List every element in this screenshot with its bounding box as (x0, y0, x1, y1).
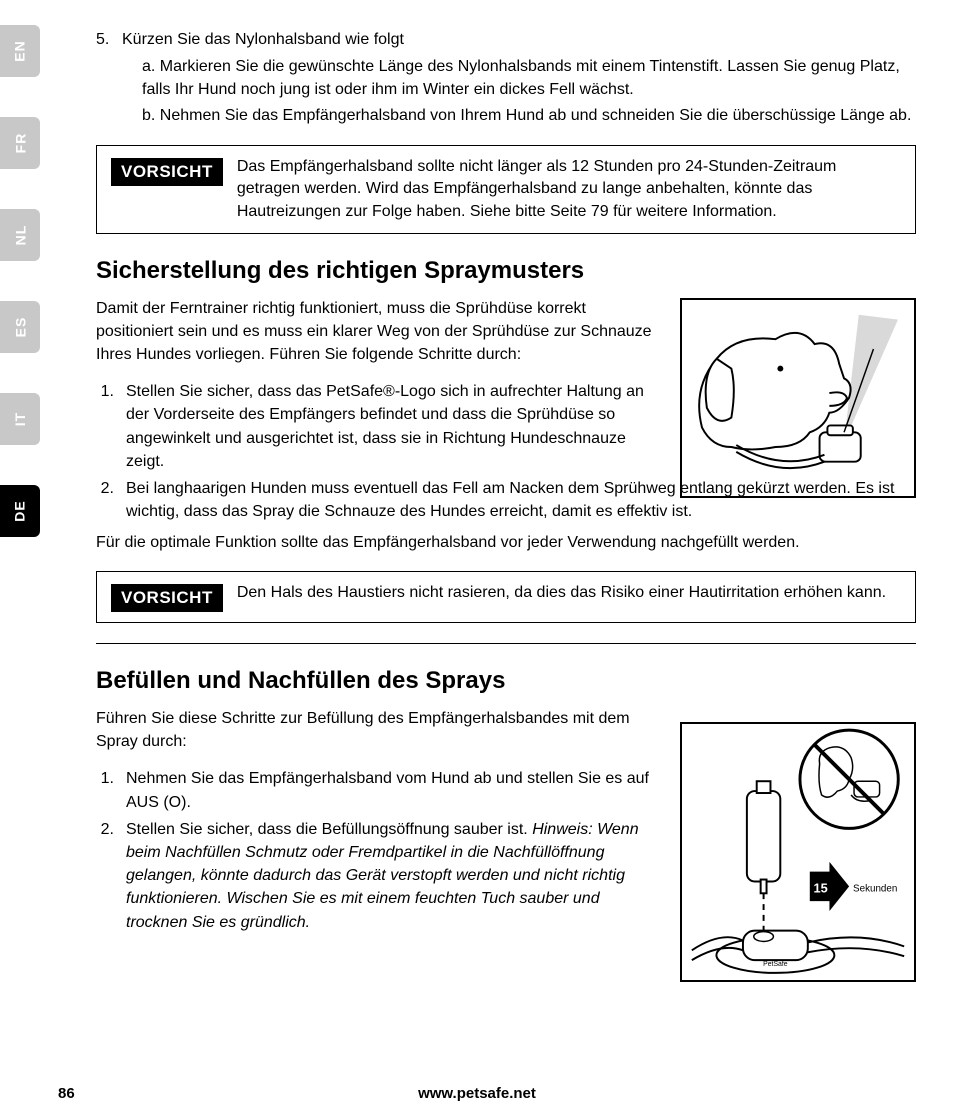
lang-tab-es[interactable]: ES (0, 301, 40, 353)
caution-box-1: VORSICHT Das Empfängerhalsband sollte ni… (96, 145, 916, 234)
step-number: 2. (96, 477, 126, 523)
seconds-label: Sekunden (853, 884, 897, 895)
section-divider (96, 643, 916, 644)
fill-steps: 1. Nehmen Sie das Empfängerhalsband vom … (96, 767, 656, 933)
page-number: 86 (58, 1085, 75, 1102)
fill-intro: Führen Sie diese Schritte zur Befüllung … (96, 707, 656, 753)
spray-step-1: 1. Stellen Sie sicher, dass das PetSafe®… (96, 380, 656, 473)
lang-label: EN (12, 40, 28, 61)
language-tabs: EN FR NL ES IT DE (0, 25, 50, 577)
lang-label: NL (12, 225, 28, 246)
footer-url: www.petsafe.net (0, 1085, 954, 1102)
step-5a: a. Markieren Sie die gewünschte Länge de… (142, 55, 916, 101)
lang-tab-de[interactable]: DE (0, 485, 40, 537)
lang-label: DE (12, 500, 28, 521)
lang-label: FR (12, 133, 28, 154)
refill-illustration: 15 Sekunden PetSafe (680, 722, 916, 982)
lang-tab-fr[interactable]: FR (0, 117, 40, 169)
page-content: 5.Kürzen Sie das Nylonhalsband wie folgt… (96, 28, 916, 938)
caution-text: Den Hals des Haustiers nicht rasieren, d… (237, 582, 901, 604)
lang-tab-nl[interactable]: NL (0, 209, 40, 261)
step-number: 1. (96, 380, 126, 473)
step-5: 5.Kürzen Sie das Nylonhalsband wie folgt (96, 28, 916, 51)
spray-intro: Damit der Ferntrainer richtig funktionie… (96, 297, 656, 367)
caution-label: VORSICHT (111, 584, 223, 613)
section-fill-spray: Befüllen und Nachfüllen des Sprays Führe… (96, 664, 916, 933)
step-text: Stellen Sie sicher, dass die Befüllungsö… (126, 818, 656, 934)
lang-label: IT (12, 412, 28, 426)
seconds-value: 15 (814, 881, 828, 896)
page-footer: 86 www.petsafe.net (0, 1085, 954, 1102)
step-text-main: Stellen Sie sicher, dass die Befüllungsö… (126, 821, 532, 838)
section-spray-pattern: Sicherstellung des richtigen Spraymuster… (96, 254, 916, 555)
lang-tab-en[interactable]: EN (0, 25, 40, 77)
step-text: Stellen Sie sicher, dass das PetSafe®-Lo… (126, 380, 656, 473)
step-text: Nehmen Sie das Empfängerhalsband vom Hun… (126, 767, 656, 813)
spray-footnote: Für die optimale Funktion sollte das Emp… (96, 531, 916, 554)
fill-step-1: 1. Nehmen Sie das Empfängerhalsband vom … (96, 767, 656, 813)
step-number: 1. (96, 767, 126, 813)
dog-spray-illustration (680, 298, 916, 498)
step-number: 5. (96, 28, 122, 51)
caution-box-2: VORSICHT Den Hals des Haustiers nicht ra… (96, 571, 916, 624)
heading-spray: Sicherstellung des richtigen Spraymuster… (96, 254, 916, 289)
fill-step-2: 2. Stellen Sie sicher, dass die Befüllun… (96, 818, 656, 934)
step-5b: b. Nehmen Sie das Empfängerhalsband von … (142, 104, 916, 127)
brand-label: PetSafe (763, 961, 788, 968)
lang-tab-it[interactable]: IT (0, 393, 40, 445)
lang-label: ES (12, 317, 28, 338)
caution-label: VORSICHT (111, 158, 223, 187)
spray-steps: 1. Stellen Sie sicher, dass das PetSafe®… (96, 380, 656, 473)
step-number: 2. (96, 818, 126, 934)
step-text: Kürzen Sie das Nylonhalsband wie folgt (122, 31, 404, 48)
heading-fill: Befüllen und Nachfüllen des Sprays (96, 664, 916, 699)
caution-text: Das Empfängerhalsband sollte nicht länge… (237, 156, 901, 223)
